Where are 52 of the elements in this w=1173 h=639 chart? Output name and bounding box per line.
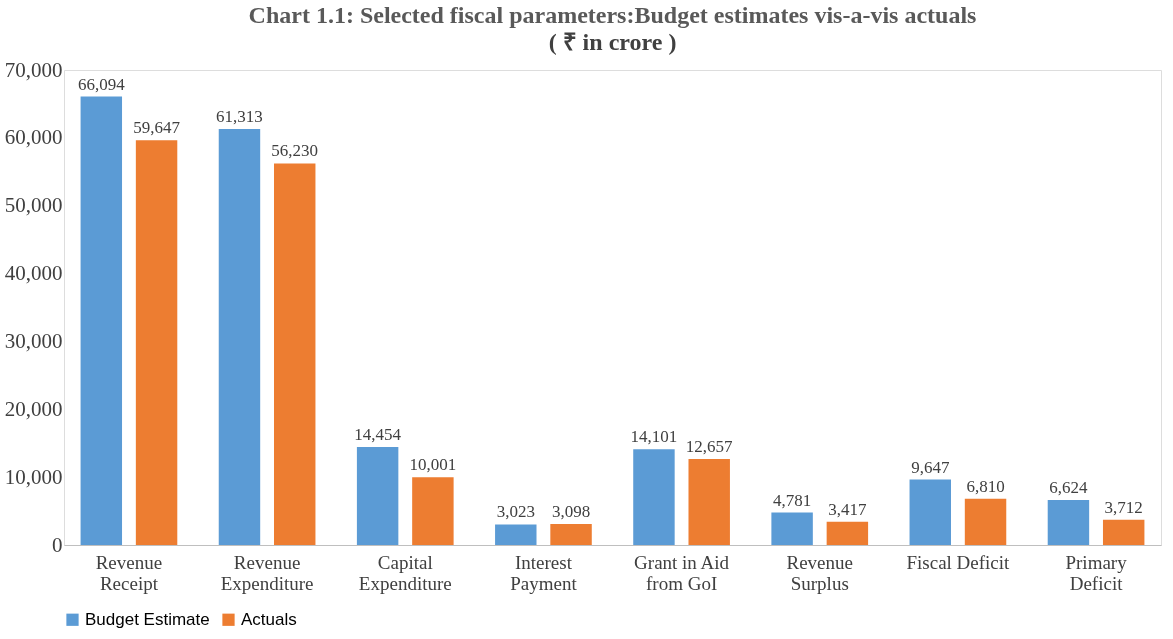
y-tick-label: 10,000 [4, 464, 63, 489]
data-label: 3,098 [551, 501, 591, 521]
bar [218, 128, 261, 545]
bar [688, 459, 730, 545]
bar [1102, 519, 1145, 545]
data-label: 3,417 [828, 499, 867, 519]
y-tick-label: 30,000 [4, 328, 63, 353]
x-tick-label: Primary Deficit [1065, 551, 1128, 594]
data-label: 9,647 [911, 457, 950, 477]
bar [550, 523, 592, 545]
data-label: 12,657 [685, 437, 734, 457]
data-label: 6,624 [1049, 478, 1089, 498]
x-tick-label: Interest Payment [510, 551, 578, 594]
data-label: 6,810 [966, 476, 1005, 496]
data-label: 66,094 [77, 74, 126, 94]
bar [1047, 500, 1090, 545]
bar [909, 479, 951, 545]
x-tick-label: Revenue Expenditure [220, 551, 314, 594]
data-label: 10,001 [409, 455, 457, 475]
data-label: 59,647 [133, 118, 181, 138]
bar [274, 163, 316, 545]
bar [80, 96, 123, 545]
data-label: 61,313 [216, 106, 263, 126]
bar [356, 446, 399, 545]
y-tick-label: 0 [52, 532, 63, 557]
bar [826, 521, 869, 545]
y-tick-label: 40,000 [4, 261, 63, 286]
bar [495, 524, 537, 545]
data-label: 4,781 [772, 490, 812, 510]
y-tick-label: 20,000 [4, 396, 63, 421]
data-label: 56,230 [271, 141, 319, 161]
y-tick-label: 60,000 [4, 125, 63, 150]
chart-subtitle: ( ₹ in crore ) [548, 29, 677, 55]
bar [633, 449, 675, 545]
data-label: 14,101 [630, 427, 678, 447]
legend-label: Budget Estimate [85, 609, 210, 629]
data-label: 3,712 [1104, 497, 1143, 517]
bar [412, 477, 454, 545]
legend-label: Actuals [241, 609, 297, 629]
bar [964, 498, 1007, 545]
x-tick-label: Revenue Surplus [786, 551, 853, 594]
x-tick-label: Grant in Aid from GoI [634, 551, 730, 594]
x-tick-label: Capital Expenditure [358, 551, 452, 594]
x-tick-label: Revenue Receipt [95, 551, 163, 594]
data-label: 3,023 [496, 502, 535, 522]
y-tick-label: 70,000 [4, 57, 63, 82]
data-label: 14,454 [354, 424, 402, 444]
x-tick-label: Fiscal Deficit [906, 551, 1011, 573]
chart-title: Chart 1.1: Selected fiscal parameters:Budget estimates vis-a-vis actuals [248, 2, 977, 28]
y-tick-label: 50,000 [4, 193, 63, 218]
bar [135, 140, 178, 545]
bar [771, 512, 813, 545]
